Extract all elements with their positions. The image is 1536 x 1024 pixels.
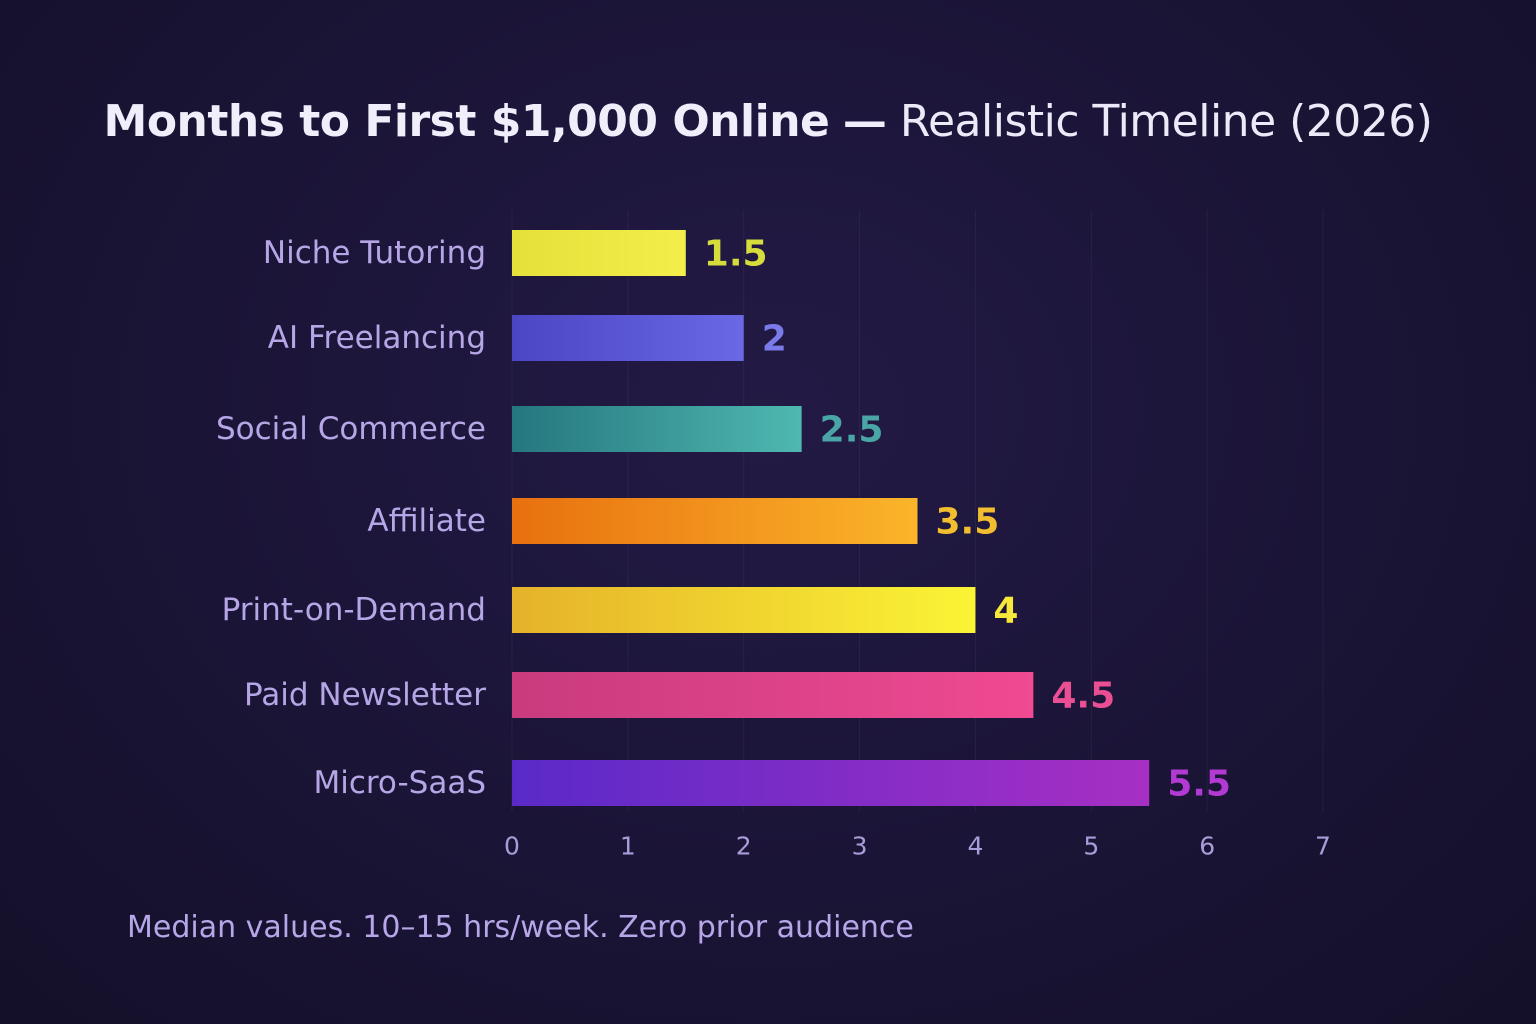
value-label-3: 3.5 — [936, 502, 1000, 543]
x-tick-label-5: 5 — [1083, 832, 1099, 861]
bar-0 — [512, 230, 686, 276]
value-label-4: 4 — [993, 591, 1018, 632]
value-label-5: 4.5 — [1051, 676, 1115, 717]
x-tick-label-0: 0 — [504, 832, 520, 861]
x-tick-label-4: 4 — [967, 832, 983, 861]
chart-title: Months to First $1,000 Online — Realisti… — [0, 96, 1536, 147]
category-label-5: Paid Newsletter — [244, 677, 486, 713]
value-label-6: 5.5 — [1167, 764, 1231, 805]
bar-5 — [512, 672, 1034, 718]
bar-4 — [512, 587, 976, 633]
value-label-1: 2 — [762, 319, 787, 360]
chart-footnote: Median values. 10–15 hrs/week. Zero prio… — [127, 910, 914, 945]
category-label-6: Micro-SaaS — [313, 765, 486, 801]
x-tick-label-7: 7 — [1315, 832, 1331, 861]
chart-title-main: Months to First $1,000 Online — [103, 96, 830, 147]
bar-6 — [512, 760, 1150, 806]
chart-subtitle: Realistic Timeline (2026) — [899, 96, 1433, 147]
value-label-2: 2.5 — [820, 410, 884, 451]
x-tick-label-6: 6 — [1199, 832, 1215, 861]
x-tick-label-3: 3 — [852, 832, 868, 861]
bar-1 — [512, 315, 744, 361]
bar-2 — [512, 406, 802, 452]
category-label-4: Print-on-Demand — [222, 592, 486, 628]
bar-3 — [512, 498, 918, 544]
x-tick-label-2: 2 — [736, 832, 752, 861]
x-tick-label-1: 1 — [620, 832, 636, 861]
category-label-3: Affiliate — [367, 503, 486, 539]
category-label-2: Social Commerce — [216, 411, 486, 447]
category-label-0: Niche Tutoring — [263, 235, 486, 271]
chart-title-separator: — — [842, 96, 887, 147]
value-label-0: 1.5 — [704, 234, 768, 275]
category-label-1: AI Freelancing — [268, 320, 486, 356]
